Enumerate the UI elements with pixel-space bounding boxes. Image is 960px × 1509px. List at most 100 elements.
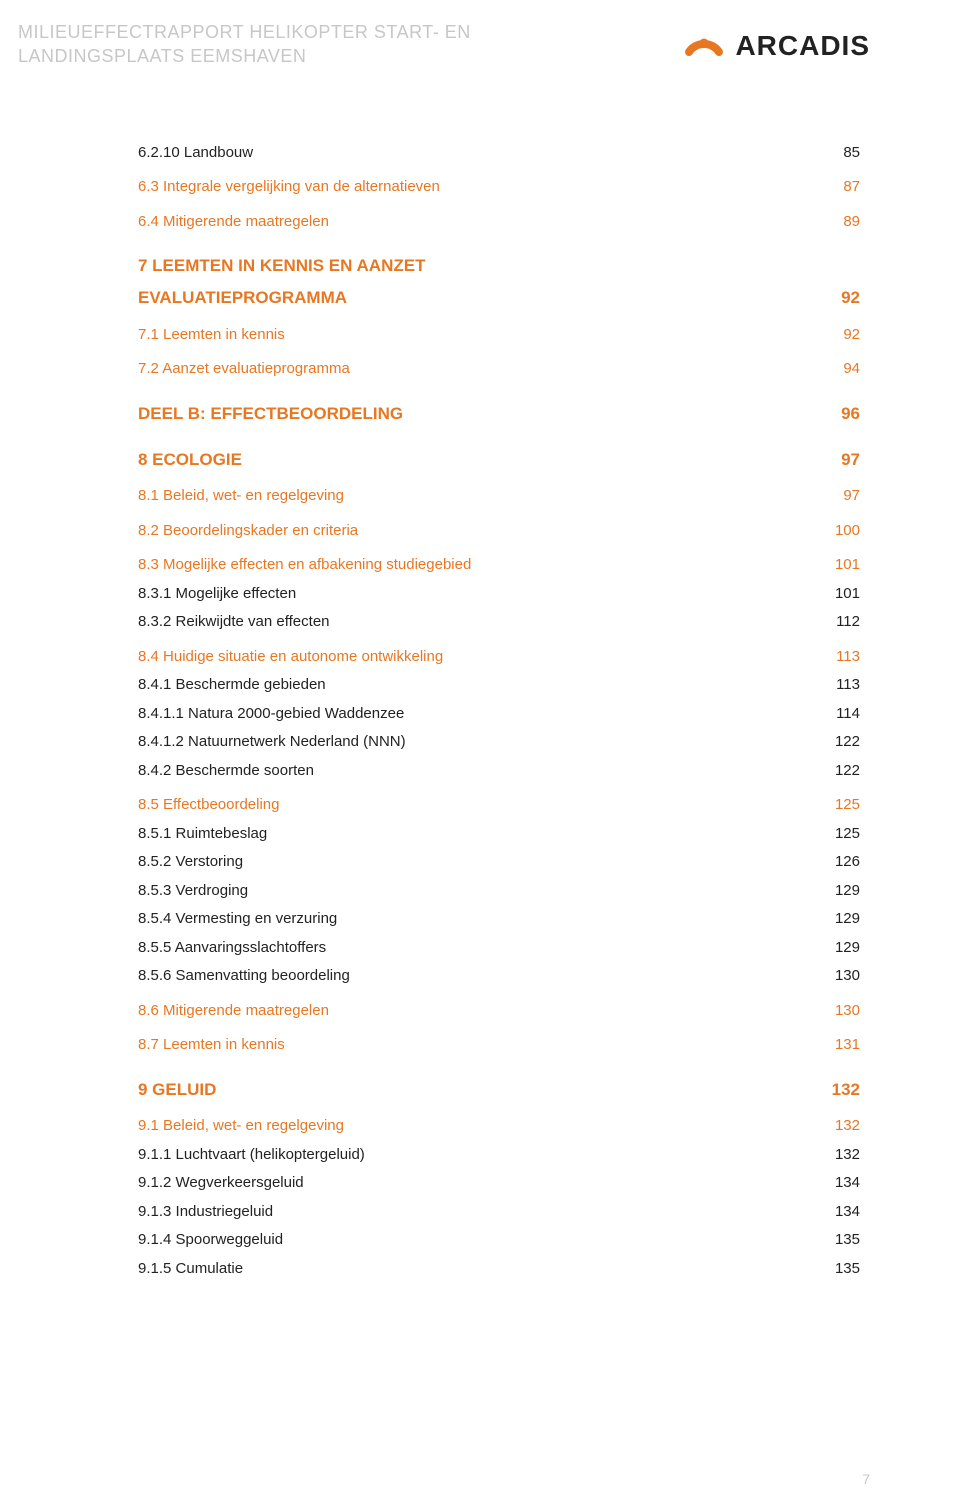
toc-row: 9.1 Beleid, wet- en regelgeving 132: [138, 1112, 860, 1141]
table-of-contents: 6.2.10 Landbouw 85 6.3 Integrale vergelijk…: [18, 139, 870, 1283]
toc-page: 134: [835, 1198, 860, 1227]
toc-label: 8.6 Mitigerende maatregelen: [138, 997, 329, 1026]
toc-row: 8.3.1 Mogelijke effecten101: [138, 580, 860, 609]
toc-label: 9.1.2 Wegverkeersgeluid: [138, 1169, 304, 1198]
toc-label: 8.5.1 Ruimtebeslag: [138, 820, 267, 849]
toc-label: 8.5.4 Vermesting en verzuring: [138, 905, 337, 934]
toc-label: 6.4 Mitigerende maatregelen: [138, 208, 329, 237]
toc-page: 122: [835, 757, 860, 786]
toc-page: 125: [835, 820, 860, 849]
toc-label: 7.1 Leemten in kennis: [138, 321, 285, 350]
toc-page: 87: [843, 173, 860, 202]
toc-page: 89: [843, 208, 860, 237]
toc-page: 101: [835, 551, 860, 580]
toc-row: 8.5.1 Ruimtebeslag 125: [138, 820, 860, 849]
document-title-line2: LANDINGSPLAATS EEMSHAVEN: [18, 44, 471, 68]
toc-page: 132: [835, 1112, 860, 1141]
toc-row: 8.2 Beoordelingskader en criteria100: [138, 517, 860, 546]
toc-page: 130: [835, 962, 860, 991]
toc-row: EVALUATIEPROGRAMMA 92: [138, 282, 860, 314]
page: MILIEUEFFECTRAPPORT HELIKOPTER START- EN…: [0, 0, 960, 1509]
toc-label: 8.4.1.2 Natuurnetwerk Nederland (NNN): [138, 728, 406, 757]
header: MILIEUEFFECTRAPPORT HELIKOPTER START- EN…: [18, 20, 870, 69]
toc-page: 92: [841, 282, 860, 314]
toc-page: 113: [836, 643, 860, 672]
toc-page: 85: [843, 139, 860, 168]
toc-label: 9 GELUID: [138, 1074, 216, 1106]
toc-row: 7.1 Leemten in kennis 92: [138, 321, 860, 350]
toc-row: 9.1.4 Spoorweggeluid 135: [138, 1226, 860, 1255]
toc-label: EVALUATIEPROGRAMMA: [138, 282, 347, 314]
toc-label: 7.2 Aanzet evaluatieprogramma: [138, 355, 350, 384]
toc-page: 131: [835, 1031, 860, 1060]
toc-label: 8.5.5 Aanvaringsslachtoffers: [138, 934, 326, 963]
toc-label: 9.1.5 Cumulatie: [138, 1255, 243, 1284]
toc-label: 8.5 Effectbeoordeling: [138, 791, 280, 820]
toc-row: 8 ECOLOGIE97: [138, 444, 860, 476]
toc-label: 7 LEEMTEN IN KENNIS EN AANZET: [138, 250, 425, 282]
toc-row: 8.1 Beleid, wet- en regelgeving 97: [138, 482, 860, 511]
brand-logo-icon: [683, 26, 725, 65]
toc-page: 112: [836, 608, 860, 637]
toc-row: 8.4 Huidige situatie en autonome ontwikk…: [138, 643, 860, 672]
toc-row: 8.4.1.2 Natuurnetwerk Nederland (NNN) 122: [138, 728, 860, 757]
toc-label: 8.5.3 Verdroging: [138, 877, 248, 906]
toc-row: 9.1.1 Luchtvaart (helikoptergeluid)132: [138, 1141, 860, 1170]
toc-row: 7 LEEMTEN IN KENNIS EN AANZET: [138, 250, 860, 282]
toc-page: 129: [835, 934, 860, 963]
toc-page: 113: [836, 671, 860, 700]
toc-row: 8.5.6 Samenvatting beoordeling 130: [138, 962, 860, 991]
brand-logo-text: ARCADIS: [735, 30, 870, 62]
toc-label: 6.2.10 Landbouw: [138, 139, 253, 168]
toc-row: DEEL B: EFFECTBEOORDELING 96: [138, 398, 860, 430]
toc-page: 97: [843, 482, 860, 511]
toc-page: 94: [843, 355, 860, 384]
toc-row: 8.7 Leemten in kennis 131: [138, 1031, 860, 1060]
toc-label: 9.1 Beleid, wet- en regelgeving: [138, 1112, 344, 1141]
toc-label: 8.4.1.1 Natura 2000-gebied Waddenzee: [138, 700, 404, 729]
toc-label: 6.3 Integrale vergelijking van de altern…: [138, 173, 440, 202]
toc-page: 129: [835, 877, 860, 906]
toc-page: 130: [835, 997, 860, 1026]
toc-label: 8.3.1 Mogelijke effecten: [138, 580, 296, 609]
toc-row: 8.5.4 Vermesting en verzuring129: [138, 905, 860, 934]
toc-page: 134: [835, 1169, 860, 1198]
toc-label: 8.7 Leemten in kennis: [138, 1031, 285, 1060]
toc-page: 125: [835, 791, 860, 820]
toc-label: 9.1.4 Spoorweggeluid: [138, 1226, 283, 1255]
toc-label: 8.3 Mogelijke effecten en afbakening stu…: [138, 551, 471, 580]
toc-label: 8.4.1 Beschermde gebieden: [138, 671, 326, 700]
toc-page: 135: [835, 1226, 860, 1255]
toc-row: 9 GELUID132: [138, 1074, 860, 1106]
toc-label: 8.4.2 Beschermde soorten: [138, 757, 314, 786]
toc-label: 8.5.2 Verstoring: [138, 848, 243, 877]
toc-row: 8.3.2 Reikwijdte van effecten 112: [138, 608, 860, 637]
toc-row: 9.1.5 Cumulatie 135: [138, 1255, 860, 1284]
toc-label: 8.3.2 Reikwijdte van effecten: [138, 608, 330, 637]
toc-label: 8.1 Beleid, wet- en regelgeving: [138, 482, 344, 511]
brand-logo: ARCADIS: [683, 26, 870, 65]
toc-row: 8.5 Effectbeoordeling 125: [138, 791, 860, 820]
toc-label: 8.5.6 Samenvatting beoordeling: [138, 962, 350, 991]
toc-row: 8.6 Mitigerende maatregelen 130: [138, 997, 860, 1026]
toc-page: 97: [841, 444, 860, 476]
toc-row: 6.3 Integrale vergelijking van de altern…: [138, 173, 860, 202]
toc-row: 8.4.2 Beschermde soorten 122: [138, 757, 860, 786]
toc-label: 8.2 Beoordelingskader en criteria: [138, 517, 358, 546]
toc-row: 8.4.1.1 Natura 2000-gebied Waddenzee114: [138, 700, 860, 729]
toc-row: 9.1.3 Industriegeluid 134: [138, 1198, 860, 1227]
toc-row: 7.2 Aanzet evaluatieprogramma 94: [138, 355, 860, 384]
toc-row: 8.5.5 Aanvaringsslachtoffers 129: [138, 934, 860, 963]
toc-row: 8.5.3 Verdroging 129: [138, 877, 860, 906]
toc-page: 96: [841, 398, 860, 430]
document-title: MILIEUEFFECTRAPPORT HELIKOPTER START- EN…: [18, 20, 471, 69]
toc-label: DEEL B: EFFECTBEOORDELING: [138, 398, 403, 430]
toc-page: 122: [835, 728, 860, 757]
toc-page: 92: [843, 321, 860, 350]
toc-row: 8.3 Mogelijke effecten en afbakening stu…: [138, 551, 860, 580]
toc-page: 135: [835, 1255, 860, 1284]
toc-label: 9.1.3 Industriegeluid: [138, 1198, 273, 1227]
toc-row: 8.4.1 Beschermde gebieden 113: [138, 671, 860, 700]
toc-row: 8.5.2 Verstoring126: [138, 848, 860, 877]
toc-row: 9.1.2 Wegverkeersgeluid 134: [138, 1169, 860, 1198]
